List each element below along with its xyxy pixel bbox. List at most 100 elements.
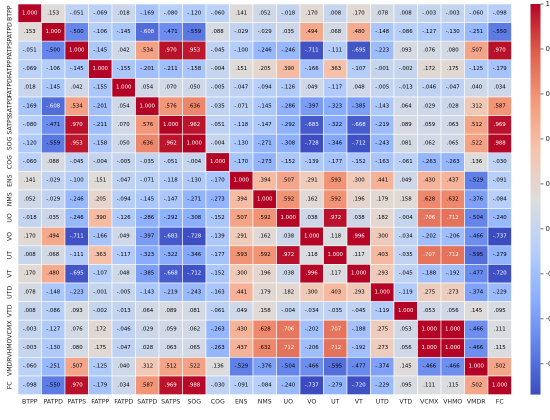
cell-value-sog-btpp: -.120 xyxy=(23,141,38,147)
cell-value-cog-ut: -.177 xyxy=(328,159,342,165)
cell-value-fatpd-vmdr: .040 xyxy=(470,85,483,91)
cell-value-uo-nms: .592 xyxy=(259,215,271,221)
cell-value-patps-vcmx: .076 xyxy=(423,48,436,54)
cell-value-ens-patpd: -.029 xyxy=(46,178,61,184)
cell-value-ut-ut: 1.000 xyxy=(328,252,344,258)
cell-value-sog-vtd: .081 xyxy=(400,141,412,147)
cell-value-fatpd-vhmo: -.047 xyxy=(446,85,460,91)
cell-value-ut-vmdr: -.595 xyxy=(469,252,483,258)
cell-value-fatpp-utd: -.001 xyxy=(375,66,389,72)
cell-value-sog-vo: -.728 xyxy=(305,141,320,147)
cell-value-ut-fatpd: -.117 xyxy=(117,252,131,258)
cell-value-vmdr-patps: .507 xyxy=(71,364,83,370)
x-tick-label-btpp: BTPP xyxy=(22,399,38,406)
cell-value-sog-vcmx: .062 xyxy=(423,141,435,147)
y-tick-label-btpp: BTPP xyxy=(7,5,14,21)
cell-value-ut-vt: .117 xyxy=(353,252,365,258)
cell-value-fc-satps: .969 xyxy=(165,382,178,388)
cell-value-ens-nms: .394 xyxy=(259,178,272,184)
cell-value-fc-nms: -.084 xyxy=(258,382,273,388)
cell-value-utd-vhmo: .273 xyxy=(447,289,459,295)
cell-value-uo-satpd: -.286 xyxy=(140,215,155,221)
cell-value-cog-vhmo: -.263 xyxy=(446,159,460,165)
cell-value-vmdr-ens: -.529 xyxy=(234,364,249,370)
cell-value-ut-vo: .118 xyxy=(306,252,319,258)
cell-value-vhmo-vo: -.206 xyxy=(305,345,320,351)
cell-value-vt-uo: .038 xyxy=(282,271,295,277)
cell-value-btpp-utd: .078 xyxy=(376,10,389,16)
cell-value-fatpp-fatpp: 1.000 xyxy=(93,66,109,72)
cell-value-vhmo-patps: .080 xyxy=(71,345,84,351)
y-tick-label-vcmx: VCMX xyxy=(7,320,14,339)
cell-value-patps-satpd: .534 xyxy=(141,48,154,54)
cell-value-fatpp-vo: -.166 xyxy=(305,66,320,72)
cell-value-vtd-nms: .158 xyxy=(259,308,272,314)
cell-value-vmdr-nms: -.376 xyxy=(258,364,273,370)
cell-value-utd-patpd: -.148 xyxy=(46,289,61,295)
cell-value-satps-satpd: .576 xyxy=(141,122,154,128)
cell-value-vmdr-vmdr: 1.000 xyxy=(469,364,485,370)
cell-value-patps-fc: .970 xyxy=(494,48,507,54)
cell-value-fatpd-vo: .049 xyxy=(306,85,319,91)
cell-value-vo-vmdr: -.466 xyxy=(469,234,484,240)
cell-value-ens-utd: .441 xyxy=(376,178,388,184)
cell-value-sog-ens: -.130 xyxy=(234,141,249,147)
cell-value-vmdr-vt: -.477 xyxy=(352,364,366,370)
cell-value-nms-satps: -.147 xyxy=(164,196,178,202)
cell-value-ut-fc: -.279 xyxy=(493,252,508,258)
cell-value-sog-satps: .962 xyxy=(165,141,177,147)
cell-value-satpd-fatpp: -.201 xyxy=(93,103,107,109)
cell-value-ens-patps: -.100 xyxy=(70,178,85,184)
cell-value-fatpd-satps: .070 xyxy=(165,85,178,91)
cell-value-fatpd-utd: -.005 xyxy=(375,85,389,91)
cell-value-cog-satpd: -.035 xyxy=(140,159,154,165)
cell-value-fatpp-btpp: -.069 xyxy=(23,66,38,72)
cell-value-uo-patpd: .035 xyxy=(47,215,59,221)
cell-value-nms-nms: 1.000 xyxy=(257,196,273,202)
x-tick-label-vcmx: VCMX xyxy=(420,399,439,406)
y-tick-label-satps: SATPS xyxy=(7,115,14,134)
cell-value-patps-sog: .953 xyxy=(188,48,200,54)
cell-value-patpd-nms: -.029 xyxy=(258,29,273,35)
cell-value-ens-fatpp: .151 xyxy=(94,178,106,184)
cell-value-cog-utd: -.163 xyxy=(375,159,389,165)
cell-value-utd-btpp: .078 xyxy=(24,289,37,295)
cell-value-ut-btpp: .008 xyxy=(24,252,37,258)
cell-value-cog-ens: -.170 xyxy=(234,159,249,165)
cell-value-patps-ut: -.111 xyxy=(328,48,342,54)
cell-value-btpp-patps: -.051 xyxy=(70,10,84,16)
cell-value-vhmo-nms: .632 xyxy=(259,345,271,351)
cell-value-btpp-patpd: .153 xyxy=(47,10,59,16)
cell-value-vhmo-uo: .712 xyxy=(282,345,294,351)
x-tick-label-sog: SOG xyxy=(187,399,201,406)
cell-value-ut-vtd: -.035 xyxy=(399,252,413,258)
cell-value-cog-vcmx: -.263 xyxy=(422,159,436,165)
cell-value-vtd-ut: -.035 xyxy=(328,308,342,314)
cell-value-vt-vcmx: -.188 xyxy=(422,271,437,277)
cell-value-fatpd-vcmx: -.046 xyxy=(422,85,437,91)
x-tick-label-fc: FC xyxy=(496,399,504,406)
cell-value-utd-cog: -.163 xyxy=(211,289,225,295)
cell-value-uo-fatpp: .390 xyxy=(94,215,107,221)
cell-value-vt-vt: 1.000 xyxy=(351,271,367,277)
cell-value-ens-cog: -.170 xyxy=(211,178,226,184)
cell-value-vt-patps: -.695 xyxy=(70,271,84,277)
cell-value-fatpd-vtd: -.013 xyxy=(399,85,413,91)
cell-value-sog-patps: .953 xyxy=(71,141,83,147)
cell-value-satps-patps: .970 xyxy=(71,122,84,128)
x-tick-label-utd: UTD xyxy=(376,399,389,406)
cell-value-ut-satpd: -.323 xyxy=(140,252,154,258)
y-tick-label-vtd: VTD xyxy=(7,304,14,317)
x-tick-label-fatpp: FATPP xyxy=(91,399,109,406)
cell-value-sog-nms: -.271 xyxy=(258,141,272,147)
cell-value-vtd-cog: -.061 xyxy=(211,308,225,314)
cell-value-vt-cog: -.152 xyxy=(211,271,225,277)
cell-value-patps-ens: -.100 xyxy=(234,48,249,54)
cell-value-vcmx-fc: .111 xyxy=(494,327,506,333)
cell-value-fatpp-nms: .205 xyxy=(259,66,271,72)
cell-value-uo-satps: -.292 xyxy=(164,215,178,221)
cell-value-patps-fatpp: -.145 xyxy=(93,48,107,54)
cell-value-patpd-vhmo: -.130 xyxy=(446,29,461,35)
cell-value-satps-ut: -.322 xyxy=(328,122,342,128)
x-tick-label-patpd: PATPD xyxy=(44,399,64,406)
